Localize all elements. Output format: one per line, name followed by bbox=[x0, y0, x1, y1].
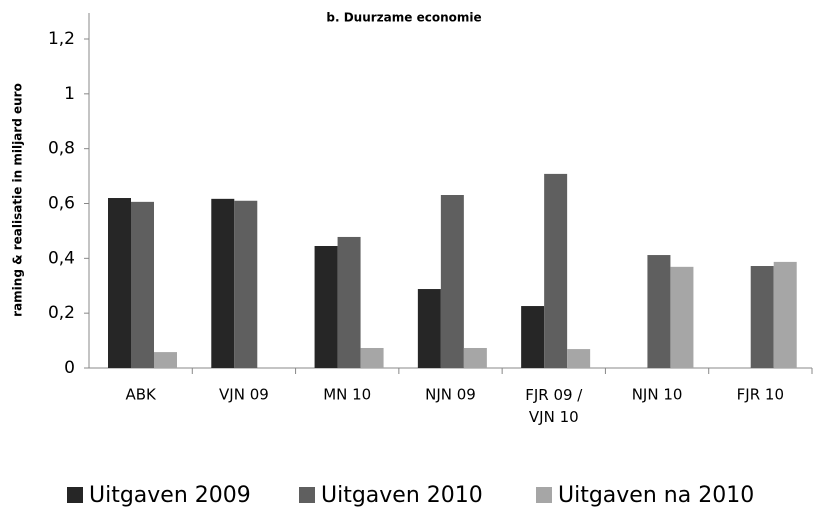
bar bbox=[131, 201, 154, 368]
legend-label: Uitgaven na 2010 bbox=[558, 483, 754, 508]
y-tick-label: 1 bbox=[64, 84, 75, 104]
bar bbox=[750, 266, 774, 368]
bar bbox=[234, 200, 258, 368]
y-tick-label: 1,2 bbox=[48, 29, 75, 49]
y-tick-label: 0,6 bbox=[48, 194, 75, 214]
y-tick-label: 0,8 bbox=[48, 139, 75, 159]
bar bbox=[211, 198, 235, 368]
legend-label: Uitgaven 2009 bbox=[89, 483, 251, 508]
x-tick-label: VJN 09 bbox=[219, 386, 269, 404]
legend-swatch bbox=[299, 487, 315, 503]
x-tick-label: MN 10 bbox=[323, 386, 371, 404]
bar bbox=[773, 261, 797, 368]
bar bbox=[154, 352, 177, 368]
legend-label: Uitgaven 2010 bbox=[321, 483, 483, 508]
y-tick-label: 0,4 bbox=[48, 248, 75, 268]
y-axis-label: raming & realisatie in miljard euro bbox=[11, 83, 25, 317]
x-tick-label: NJN 09 bbox=[425, 386, 476, 404]
x-tick-label: FJR 10 bbox=[737, 386, 784, 404]
y-tick-label: 0 bbox=[64, 358, 75, 378]
bar bbox=[360, 347, 384, 368]
bar bbox=[417, 289, 441, 368]
bar bbox=[440, 195, 464, 368]
chart-title: b. Duurzame economie bbox=[326, 11, 481, 25]
x-tick-label: ABK bbox=[125, 386, 157, 404]
bar bbox=[544, 173, 568, 368]
legend-swatch bbox=[536, 487, 552, 503]
x-tick-label: FJR 09 /VJN 10 bbox=[525, 386, 583, 426]
bar bbox=[670, 266, 694, 368]
bar bbox=[521, 306, 545, 368]
x-tick-label: NJN 10 bbox=[632, 386, 683, 404]
bar bbox=[337, 236, 361, 368]
bar bbox=[108, 198, 131, 368]
bar bbox=[647, 255, 671, 368]
y-tick-label: 0,2 bbox=[48, 303, 75, 323]
bar bbox=[314, 245, 338, 368]
bar bbox=[463, 347, 487, 368]
legend-swatch bbox=[67, 487, 83, 503]
bar bbox=[567, 349, 591, 368]
